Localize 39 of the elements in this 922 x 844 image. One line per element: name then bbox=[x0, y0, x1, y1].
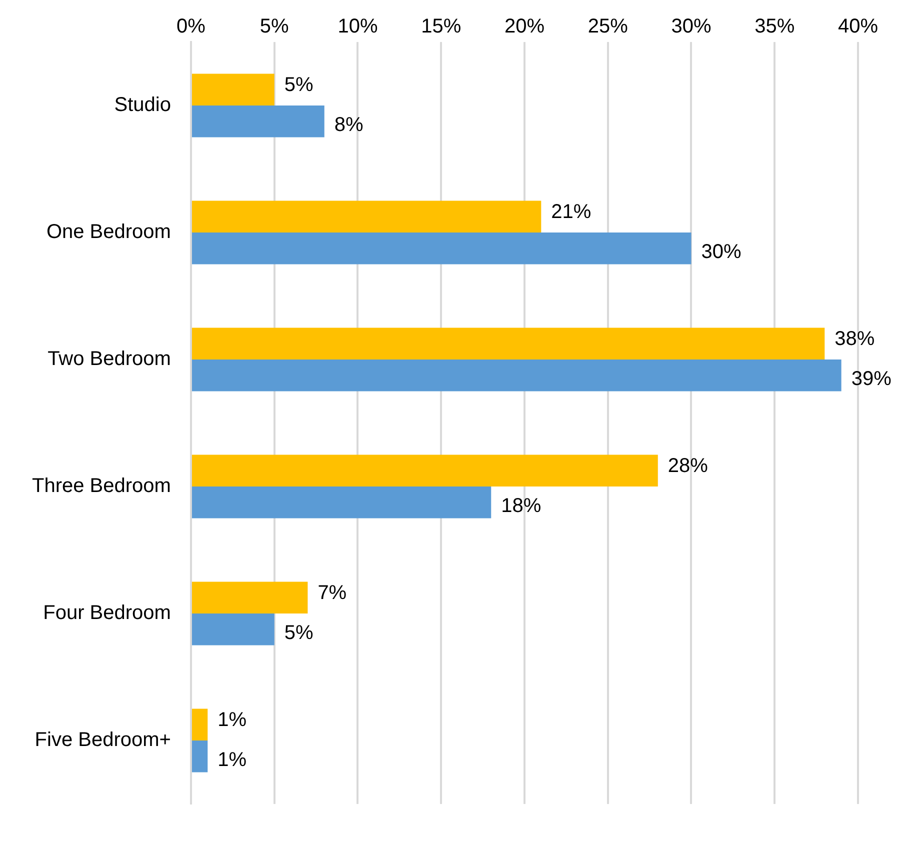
x-tick-label: 25% bbox=[588, 16, 628, 38]
y-tick-label: Two Bedroom bbox=[48, 348, 171, 370]
data-label: 39% bbox=[851, 368, 892, 390]
x-tick-label: 10% bbox=[338, 16, 378, 38]
x-tick-label: 35% bbox=[754, 16, 795, 38]
x-tick-label: 40% bbox=[838, 16, 878, 38]
bar bbox=[192, 106, 324, 138]
data-label: 30% bbox=[701, 240, 742, 263]
data-label: 1% bbox=[218, 748, 247, 771]
y-tick-label: Three Bedroom bbox=[32, 475, 171, 498]
x-tick-label: 15% bbox=[421, 16, 462, 38]
x-tick-label: 5% bbox=[260, 16, 290, 38]
x-tick-label: 30% bbox=[671, 16, 712, 38]
data-label: 18% bbox=[501, 494, 542, 517]
y-tick-label: One Bedroom bbox=[46, 221, 171, 244]
bar bbox=[192, 614, 274, 646]
data-label: 5% bbox=[284, 622, 314, 644]
bar bbox=[192, 200, 542, 232]
bar bbox=[192, 74, 274, 106]
bar bbox=[192, 232, 692, 264]
bar bbox=[192, 360, 842, 392]
data-label: 5% bbox=[284, 74, 314, 96]
y-tick-label: Five Bedroom+ bbox=[34, 729, 171, 752]
data-label: 1% bbox=[218, 709, 247, 732]
data-label: 28% bbox=[668, 455, 708, 478]
bar bbox=[192, 740, 208, 772]
bar bbox=[192, 454, 658, 486]
data-label: 8% bbox=[334, 114, 364, 136]
y-tick-label: Studio bbox=[114, 94, 171, 116]
bar bbox=[192, 708, 208, 740]
data-label: 7% bbox=[318, 582, 347, 604]
y-tick-label: Four Bedroom bbox=[43, 602, 171, 624]
bar bbox=[192, 328, 825, 360]
bar bbox=[192, 486, 492, 518]
x-tick-label: 20% bbox=[504, 16, 545, 38]
data-label: 21% bbox=[551, 201, 592, 224]
bar bbox=[192, 582, 308, 614]
data-label: 38% bbox=[834, 328, 875, 350]
x-tick-label: 0% bbox=[176, 16, 206, 38]
